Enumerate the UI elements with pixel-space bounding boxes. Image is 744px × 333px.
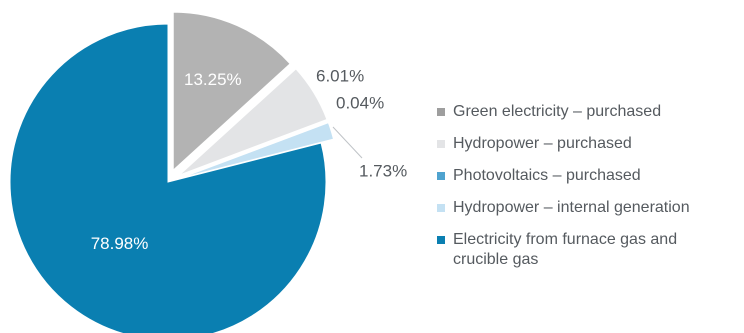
pie-slice xyxy=(9,23,327,333)
legend-item-hydropower-purchased: Hydropower – purchased xyxy=(437,134,737,154)
legend-item-furnace-gas: Electricity from furnace gas and crucibl… xyxy=(437,230,688,270)
slice-value-label: 78.98% xyxy=(91,234,149,253)
legend-swatch xyxy=(437,140,445,148)
legend-label: Photovoltaics – purchased xyxy=(453,167,641,184)
legend-item-hydropower-internal: Hydropower – internal generation xyxy=(437,198,737,218)
legend-label: Electricity from furnace gas and crucibl… xyxy=(453,231,678,268)
slice-value-label: 1.73% xyxy=(359,161,407,180)
legend-swatch xyxy=(437,108,445,116)
legend-swatch xyxy=(437,172,445,180)
slice-value-label: 0.04% xyxy=(336,93,384,112)
legend-label: Green electricity – purchased xyxy=(453,103,662,120)
slice-value-label: 13.25% xyxy=(184,70,242,89)
slice-value-label: 6.01% xyxy=(316,66,364,85)
legend: Green electricity – purchased Hydropower… xyxy=(437,102,737,282)
pie-slice xyxy=(178,68,328,176)
leader-line xyxy=(332,126,363,159)
legend-swatch xyxy=(437,204,445,212)
pie-slice xyxy=(172,11,291,172)
legend-swatch xyxy=(437,236,445,244)
pie-slice xyxy=(180,122,335,179)
legend-label: Hydropower – purchased xyxy=(453,135,632,152)
legend-item-green-electricity: Green electricity – purchased xyxy=(437,102,737,122)
legend-label: Hydropower – internal generation xyxy=(453,199,690,216)
legend-item-photovoltaics: Photovoltaics – purchased xyxy=(437,166,737,186)
pie-slice xyxy=(179,121,329,178)
